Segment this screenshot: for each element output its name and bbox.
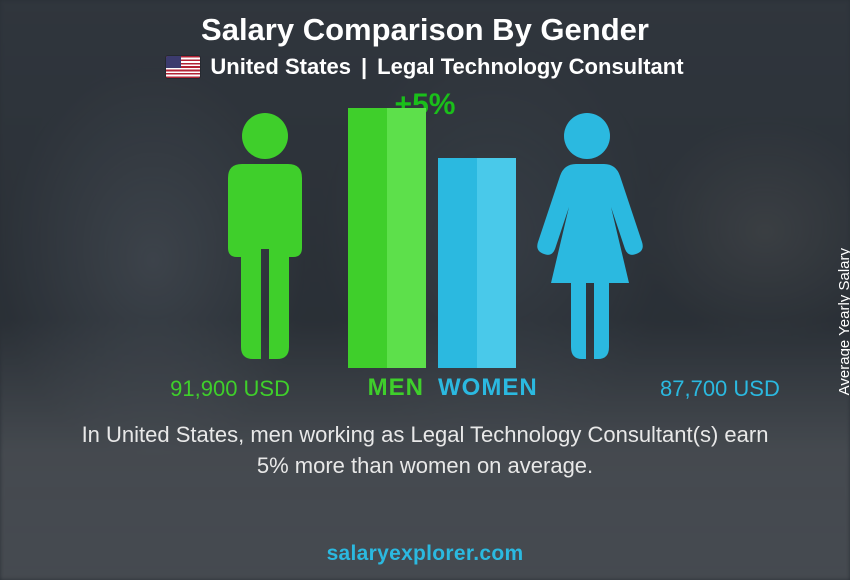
summary-text: In United States, men working as Legal T… [0,408,850,482]
bar-women [438,158,516,368]
page-title: Salary Comparison By Gender [0,0,850,48]
y-axis-label: Average Yearly Salary [836,248,850,395]
job-title-label: Legal Technology Consultant [377,54,683,80]
female-icon [522,108,652,368]
men-salary: 91,900 USD [90,376,290,402]
us-flag-icon [166,56,200,78]
country-label: United States [210,54,351,80]
male-icon [200,108,330,368]
men-label: MEN [348,374,426,402]
women-salary: 87,700 USD [660,376,820,402]
infographic-content: Salary Comparison By Gender United State… [0,0,850,580]
subtitle-row: United States | Legal Technology Consult… [0,54,850,80]
separator: | [361,54,367,80]
women-label: WOMEN [438,374,530,402]
bar-men [348,108,426,368]
source-link[interactable]: salaryexplorer.com [0,542,850,566]
chart-area: +5% Average Yearly Salary MEN [0,88,850,408]
